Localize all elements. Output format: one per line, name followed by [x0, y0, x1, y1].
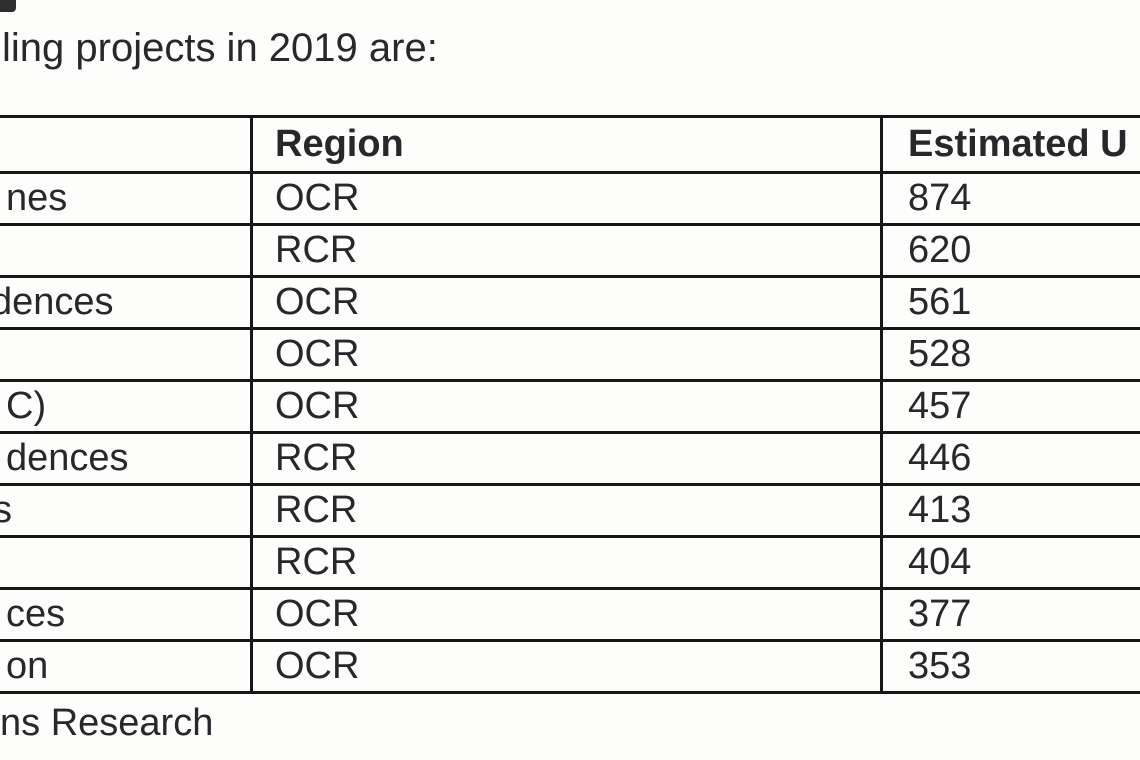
estimated-units-value: 528 — [908, 333, 972, 375]
region-value: OCR — [275, 593, 360, 635]
cell-region: OCR — [250, 639, 883, 694]
table-row: RCR 620 — [0, 223, 1140, 278]
cell-project-name: nes — [0, 171, 253, 226]
column-header-region: Region — [250, 115, 883, 174]
table-row: RCR 404 — [0, 535, 1140, 590]
project-name-fragment: ces — [6, 593, 66, 635]
cell-estimated-units: 874 — [880, 171, 1140, 226]
estimated-units-value: 561 — [908, 281, 972, 323]
region-value: RCR — [275, 229, 358, 271]
page-title: ling projects in 2019 are: — [2, 26, 438, 70]
projects-table: Region Estimated U nes OCR 874 — [0, 115, 1140, 694]
estimated-units-value: 620 — [908, 229, 972, 271]
cell-project-name: s — [0, 483, 253, 538]
cell-estimated-units: 404 — [880, 535, 1140, 590]
column-header-estimated-units: Estimated U — [880, 115, 1140, 174]
region-value: OCR — [275, 281, 360, 323]
table-row: ces OCR 377 — [0, 587, 1140, 642]
region-value: OCR — [275, 177, 360, 219]
cell-estimated-units: 413 — [880, 483, 1140, 538]
estimated-units-value: 377 — [908, 593, 972, 635]
cell-estimated-units: 561 — [880, 275, 1140, 330]
table-row: dences OCR 561 — [0, 275, 1140, 330]
table-row: C) OCR 457 — [0, 379, 1140, 434]
cell-project-name — [0, 327, 253, 382]
estimated-units-value: 457 — [908, 385, 972, 427]
cell-region: RCR — [250, 223, 883, 278]
cell-region: OCR — [250, 587, 883, 642]
cell-project-name: C) — [0, 379, 253, 434]
table-row: OCR 528 — [0, 327, 1140, 382]
column-header-region-label: Region — [275, 123, 404, 165]
project-name-fragment: on — [6, 645, 49, 687]
cell-region: OCR — [250, 327, 883, 382]
project-name-fragment: s — [0, 489, 12, 531]
cell-estimated-units: 528 — [880, 327, 1140, 382]
column-header-estimated-units-label: Estimated U — [908, 123, 1128, 165]
column-header-project — [0, 115, 253, 174]
estimated-units-value: 446 — [908, 437, 972, 479]
cell-project-name — [0, 535, 253, 590]
cell-region: RCR — [250, 431, 883, 486]
table-row: nes OCR 874 — [0, 171, 1140, 226]
cell-estimated-units: 620 — [880, 223, 1140, 278]
cell-region: OCR — [250, 379, 883, 434]
region-value: RCR — [275, 489, 358, 531]
cell-project-name: on — [0, 639, 253, 694]
estimated-units-value: 874 — [908, 177, 972, 219]
table-row: on OCR 353 — [0, 639, 1140, 694]
estimated-units-value: 413 — [908, 489, 972, 531]
corner-artifact — [0, 0, 16, 12]
cell-estimated-units: 446 — [880, 431, 1140, 486]
cell-region: OCR — [250, 275, 883, 330]
table-row: s RCR 413 — [0, 483, 1140, 538]
project-name-fragment: nes — [6, 177, 68, 219]
cell-region: RCR — [250, 535, 883, 590]
estimated-units-value: 404 — [908, 541, 972, 583]
cell-region: OCR — [250, 171, 883, 226]
estimated-units-value: 353 — [908, 645, 972, 687]
project-name-fragment: dences — [0, 281, 114, 323]
region-value: RCR — [275, 541, 358, 583]
region-value: OCR — [275, 385, 360, 427]
cell-project-name: ces — [0, 587, 253, 642]
table-row: dences RCR 446 — [0, 431, 1140, 486]
project-name-fragment: dences — [6, 437, 129, 479]
source-attribution: ns Research — [0, 702, 214, 744]
cell-estimated-units: 377 — [880, 587, 1140, 642]
cell-project-name: dences — [0, 431, 253, 486]
cell-estimated-units: 457 — [880, 379, 1140, 434]
region-value: OCR — [275, 333, 360, 375]
cell-project-name: dences — [0, 275, 253, 330]
cell-estimated-units: 353 — [880, 639, 1140, 694]
table-header-row: Region Estimated U — [0, 115, 1140, 174]
project-name-fragment: C) — [6, 385, 47, 427]
cell-region: RCR — [250, 483, 883, 538]
cell-project-name — [0, 223, 253, 278]
region-value: RCR — [275, 437, 358, 479]
region-value: OCR — [275, 645, 360, 687]
